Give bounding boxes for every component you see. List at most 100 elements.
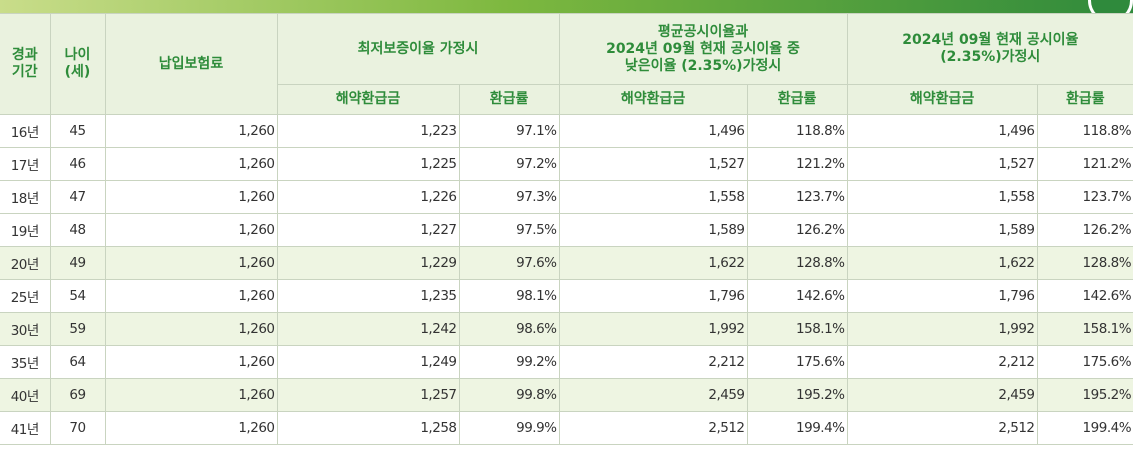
cell-age: 64 — [49, 345, 106, 379]
cell-premium: 1,260 — [104, 147, 278, 181]
cell-surrender-lower-rate: 1,558 — [558, 180, 748, 214]
cell-surrender-lower-rate: 2,212 — [558, 345, 748, 379]
cell-rate-min-guarantee: 98.6% — [458, 312, 560, 346]
cell-surrender-min-guarantee: 1,226 — [276, 180, 460, 214]
cell-period: 41년 — [0, 411, 51, 445]
cell-surrender-current-rate: 1,622 — [846, 246, 1038, 280]
cell-rate-lower-rate: 128.8% — [746, 246, 848, 280]
cell-premium: 1,260 — [104, 378, 278, 412]
cell-age: 70 — [49, 411, 106, 445]
cell-age: 69 — [49, 378, 106, 412]
table-row: 30년 59 1,260 1,242 98.6% 1,992 158.1% 1,992 158.… — [0, 312, 1133, 346]
cell-rate-lower-rate: 199.4% — [746, 411, 848, 445]
cell-premium: 1,260 — [104, 246, 278, 280]
cell-rate-lower-rate: 175.6% — [746, 345, 848, 379]
table-row: 19년 48 1,260 1,227 97.5% 1,589 126.2% 1,589 126.… — [0, 213, 1133, 247]
col-header-scenario-lower-rate: 평균공시이율과 2024년 09월 현재 공시이율 중 낮은이율 (2.35%)… — [558, 13, 848, 85]
cell-surrender-lower-rate: 1,992 — [558, 312, 748, 346]
cell-surrender-current-rate: 1,992 — [846, 312, 1038, 346]
cell-rate-min-guarantee: 99.8% — [458, 378, 560, 412]
cell-age: 59 — [49, 312, 106, 346]
table-row: 25년 54 1,260 1,235 98.1% 1,796 142.6% 1,796 142.… — [0, 279, 1133, 313]
col-header-period: 경과 기간 — [0, 13, 51, 115]
subheader-surrender-2: 해약환급금 — [558, 84, 748, 115]
cell-rate-min-guarantee: 99.2% — [458, 345, 560, 379]
cell-surrender-min-guarantee: 1,223 — [276, 114, 460, 148]
table-body: 16년 45 1,260 1,223 97.1% 1,496 118.8% 1,496 118.… — [0, 114, 1133, 445]
cell-surrender-current-rate: 1,796 — [846, 279, 1038, 313]
cell-premium: 1,260 — [104, 345, 278, 379]
cell-surrender-current-rate: 2,459 — [846, 378, 1038, 412]
cell-surrender-min-guarantee: 1,225 — [276, 147, 460, 181]
cell-rate-lower-rate: 126.2% — [746, 213, 848, 247]
cell-rate-min-guarantee: 97.3% — [458, 180, 560, 214]
table-row: 20년 49 1,260 1,229 97.6% 1,622 128.8% 1,622 128.… — [0, 246, 1133, 280]
cell-surrender-lower-rate: 1,527 — [558, 147, 748, 181]
cell-rate-current-rate: 195.2% — [1036, 378, 1133, 412]
cell-premium: 1,260 — [104, 411, 278, 445]
cell-age: 48 — [49, 213, 106, 247]
cell-rate-current-rate: 128.8% — [1036, 246, 1133, 280]
table-row: 16년 45 1,260 1,223 97.1% 1,496 118.8% 1,496 118.… — [0, 114, 1133, 148]
table-row: 40년 69 1,260 1,257 99.8% 2,459 195.2% 2,459 195.… — [0, 378, 1133, 412]
cell-period: 40년 — [0, 378, 51, 412]
cell-surrender-min-guarantee: 1,235 — [276, 279, 460, 313]
cell-surrender-lower-rate: 1,796 — [558, 279, 748, 313]
cell-rate-current-rate: 123.7% — [1036, 180, 1133, 214]
table-row: 17년 46 1,260 1,225 97.2% 1,527 121.2% 1,527 121.… — [0, 147, 1133, 181]
col-header-age: 나이 (세) — [49, 13, 106, 115]
cell-period: 35년 — [0, 345, 51, 379]
cell-age: 47 — [49, 180, 106, 214]
cell-surrender-min-guarantee: 1,229 — [276, 246, 460, 280]
cell-surrender-current-rate: 1,527 — [846, 147, 1038, 181]
cell-rate-min-guarantee: 97.6% — [458, 246, 560, 280]
cell-period: 18년 — [0, 180, 51, 214]
cell-surrender-current-rate: 2,512 — [846, 411, 1038, 445]
cell-period: 25년 — [0, 279, 51, 313]
cell-period: 16년 — [0, 114, 51, 148]
cell-premium: 1,260 — [104, 213, 278, 247]
cell-period: 19년 — [0, 213, 51, 247]
cell-rate-lower-rate: 158.1% — [746, 312, 848, 346]
subheader-rate-3: 환급률 — [1036, 84, 1133, 115]
cell-period: 20년 — [0, 246, 51, 280]
col-header-premium: 납입보험료 — [104, 13, 278, 115]
cell-age: 54 — [49, 279, 106, 313]
cell-premium: 1,260 — [104, 114, 278, 148]
cell-premium: 1,260 — [104, 312, 278, 346]
cell-surrender-min-guarantee: 1,249 — [276, 345, 460, 379]
cell-surrender-lower-rate: 1,589 — [558, 213, 748, 247]
col-header-scenario-current-rate: 2024년 09월 현재 공시이율 (2.35%)가정시 — [846, 13, 1133, 85]
cell-premium: 1,260 — [104, 180, 278, 214]
cell-surrender-lower-rate: 2,459 — [558, 378, 748, 412]
cell-rate-min-guarantee: 99.9% — [458, 411, 560, 445]
cell-age: 49 — [49, 246, 106, 280]
cell-surrender-current-rate: 1,558 — [846, 180, 1038, 214]
cell-rate-lower-rate: 142.6% — [746, 279, 848, 313]
cell-rate-min-guarantee: 98.1% — [458, 279, 560, 313]
subheader-rate-2: 환급률 — [746, 84, 848, 115]
top-accent-bar — [0, 0, 1133, 13]
cell-rate-lower-rate: 123.7% — [746, 180, 848, 214]
cell-rate-lower-rate: 121.2% — [746, 147, 848, 181]
cell-surrender-current-rate: 2,212 — [846, 345, 1038, 379]
table-row: 41년 70 1,260 1,258 99.9% 2,512 199.4% 2,512 199.… — [0, 411, 1133, 445]
cell-rate-lower-rate: 118.8% — [746, 114, 848, 148]
cell-rate-current-rate: 175.6% — [1036, 345, 1133, 379]
cell-surrender-current-rate: 1,496 — [846, 114, 1038, 148]
col-header-scenario-min-guarantee: 최저보증이율 가정시 — [276, 13, 560, 85]
cell-rate-min-guarantee: 97.2% — [458, 147, 560, 181]
cell-period: 30년 — [0, 312, 51, 346]
cell-surrender-min-guarantee: 1,227 — [276, 213, 460, 247]
subheader-surrender-3: 해약환급금 — [846, 84, 1038, 115]
cell-rate-min-guarantee: 97.1% — [458, 114, 560, 148]
cell-surrender-min-guarantee: 1,257 — [276, 378, 460, 412]
cell-age: 45 — [49, 114, 106, 148]
cell-age: 46 — [49, 147, 106, 181]
cell-rate-lower-rate: 195.2% — [746, 378, 848, 412]
table-row: 35년 64 1,260 1,249 99.2% 2,212 175.6% 2,212 175.… — [0, 345, 1133, 379]
cell-rate-min-guarantee: 97.5% — [458, 213, 560, 247]
subheader-surrender-1: 해약환급금 — [277, 84, 460, 115]
cell-rate-current-rate: 118.8% — [1036, 114, 1133, 148]
cell-premium: 1,260 — [104, 279, 278, 313]
